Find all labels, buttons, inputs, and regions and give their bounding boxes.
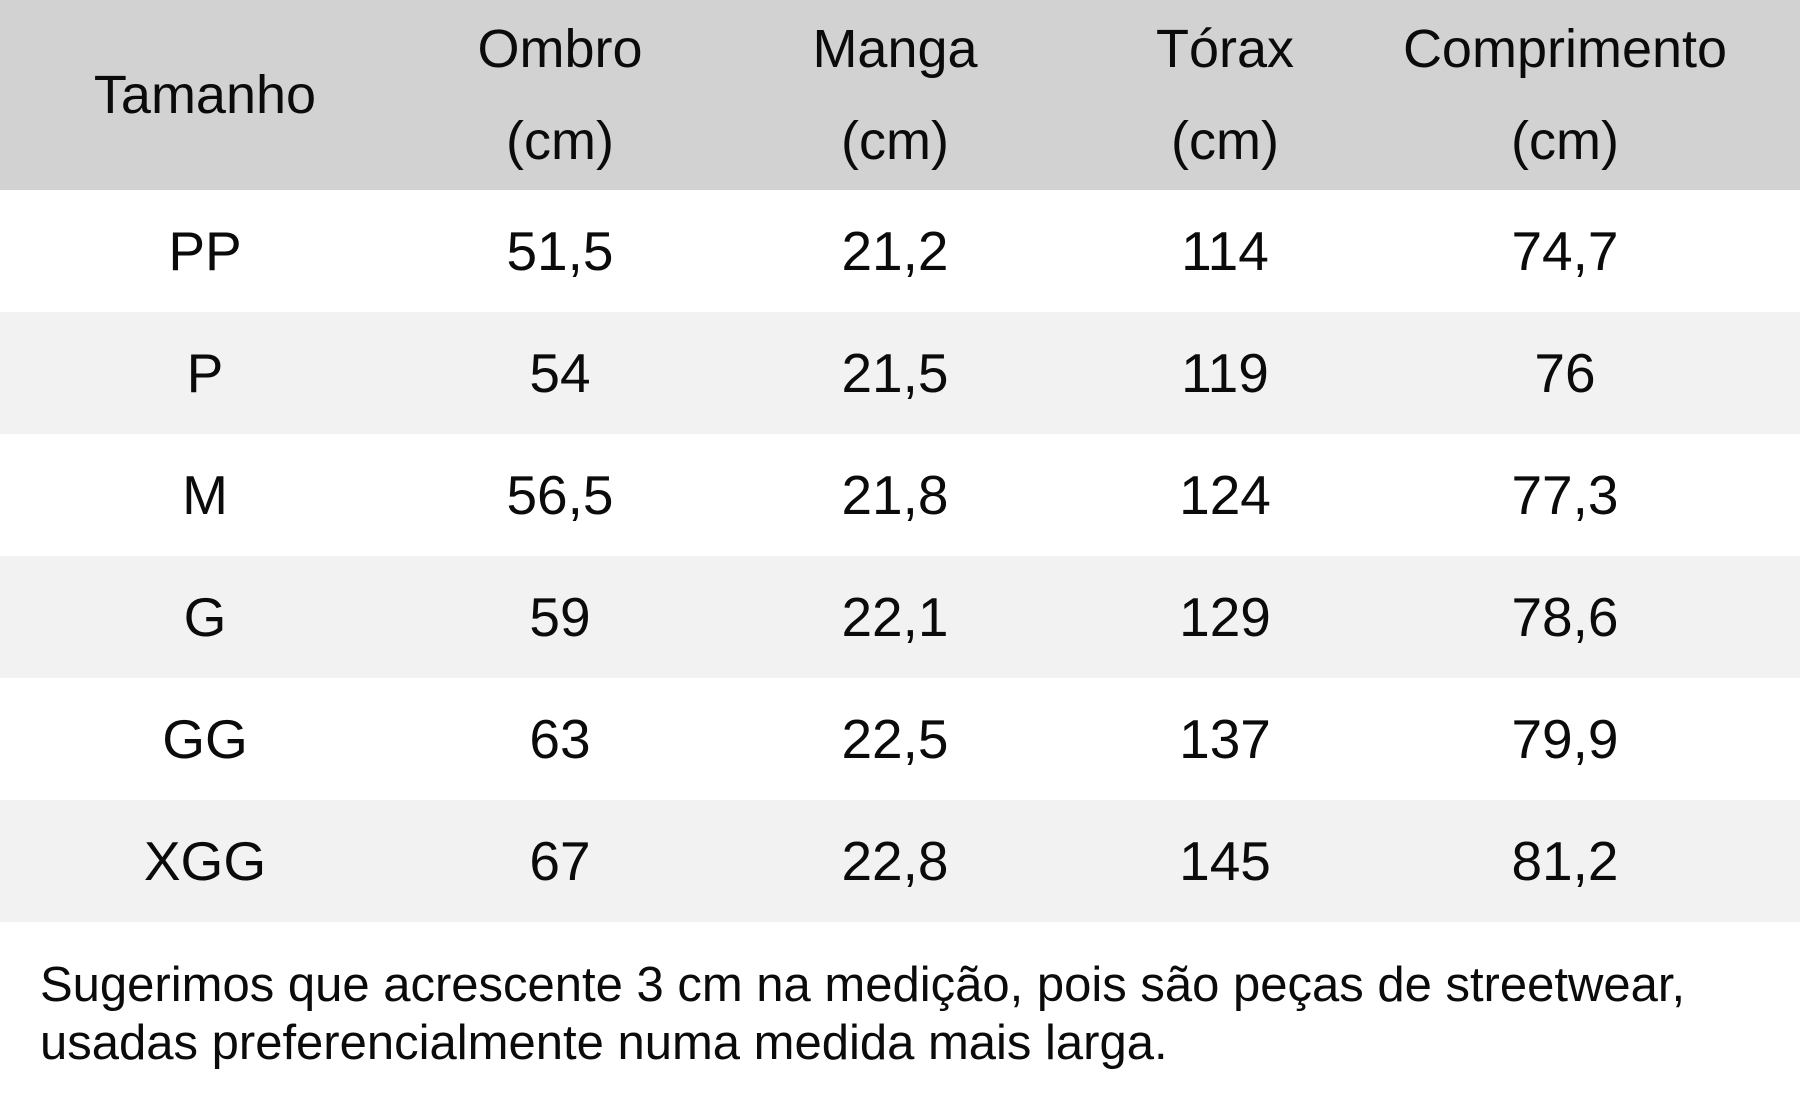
manga-cell: 21,5 (841, 342, 949, 404)
table-row-gg: GG 63 22,5 137 79,9 (0, 678, 1800, 800)
table-row-m: M 56,5 21,8 124 77,3 (0, 434, 1800, 556)
manga-cell: 22,1 (841, 586, 949, 648)
comprimento-cell: 77,3 (1511, 464, 1619, 526)
size-cell: XGG (143, 830, 267, 892)
column-header-tamanho: Tamanho (0, 0, 390, 190)
size-cell: G (183, 586, 227, 648)
column-unit: (cm) (841, 111, 949, 171)
column-label: Manga (812, 19, 978, 79)
table-row-pp: PP 51,5 21,2 114 74,7 (0, 190, 1800, 312)
comprimento-cell: 74,7 (1511, 220, 1619, 282)
size-table: Tamanho Ombro (cm) Manga (cm) Tórax (cm)… (0, 0, 1800, 922)
column-unit: (cm) (1511, 111, 1619, 171)
column-label: Tamanho (93, 65, 317, 125)
ombro-cell: 51,5 (506, 220, 614, 282)
torax-cell: 124 (1179, 464, 1271, 526)
size-cell: GG (162, 708, 248, 770)
comprimento-cell: 76 (1534, 342, 1596, 404)
ombro-cell: 67 (529, 830, 591, 892)
ombro-cell: 56,5 (506, 464, 614, 526)
column-header-manga: Manga (cm) (730, 0, 1060, 190)
column-unit: (cm) (1171, 111, 1279, 171)
table-row-g: G 59 22,1 129 78,6 (0, 556, 1800, 678)
size-cell: P (186, 342, 224, 404)
manga-cell: 22,5 (841, 708, 949, 770)
column-unit: (cm) (506, 111, 614, 171)
torax-cell: 145 (1179, 830, 1271, 892)
size-cell: M (182, 464, 228, 526)
column-label: Tórax (1155, 19, 1295, 79)
torax-cell: 137 (1179, 708, 1271, 770)
manga-cell: 21,2 (841, 220, 949, 282)
torax-cell: 119 (1181, 342, 1269, 404)
column-label: Ombro (477, 19, 643, 79)
comprimento-cell: 78,6 (1511, 586, 1619, 648)
torax-cell: 114 (1181, 220, 1269, 282)
ombro-cell: 59 (529, 586, 591, 648)
header-row: Tamanho Ombro (cm) Manga (cm) Tórax (cm)… (0, 0, 1800, 190)
comprimento-cell: 81,2 (1511, 830, 1619, 892)
manga-cell: 22,8 (841, 830, 949, 892)
size-note-line-1: Sugerimos que acrescente 3 cm na medição… (40, 958, 1686, 1012)
table-row-p: P 54 21,5 119 76 (0, 312, 1800, 434)
column-header-torax: Tórax (cm) (1060, 0, 1390, 190)
table-row-xgg: XGG 67 22,8 145 81,2 (0, 800, 1800, 922)
size-cell: PP (168, 220, 242, 282)
size-note-line-2: usadas preferencialmente numa medida mai… (40, 1016, 1168, 1070)
column-header-comprimento: Comprimento (cm) (1390, 0, 1800, 190)
comprimento-cell: 79,9 (1511, 708, 1619, 770)
column-header-ombro: Ombro (cm) (390, 0, 730, 190)
size-note: Sugerimos que acrescente 3 cm na medição… (40, 956, 1780, 1072)
column-label: Comprimento (1402, 19, 1728, 79)
ombro-cell: 63 (529, 708, 591, 770)
torax-cell: 129 (1179, 586, 1271, 648)
ombro-cell: 54 (529, 342, 591, 404)
manga-cell: 21,8 (841, 464, 949, 526)
